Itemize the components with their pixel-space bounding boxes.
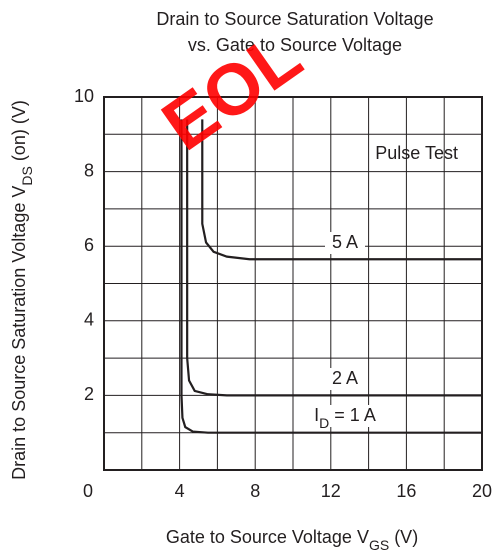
series-label-main: I (314, 405, 319, 425)
x-tick-label: 16 (396, 481, 416, 501)
x-tick-label: 4 (175, 481, 185, 501)
curve (180, 119, 482, 434)
plot-frame (103, 96, 483, 471)
x-axis-label-rest: (V) (389, 527, 418, 547)
y-tick-label: 10 (74, 86, 94, 106)
chart-title: vs. Gate to Source Voltage (188, 35, 402, 55)
curve (201, 119, 482, 261)
y-axis-label-main: Drain to Source Saturation Voltage V (9, 186, 29, 480)
series-label-sub: D (319, 415, 329, 431)
label-bg (305, 405, 389, 427)
annotation: Pulse Test (375, 143, 458, 163)
curve (186, 119, 482, 397)
x-axis-label: Gate to Source Voltage VGS (V) (166, 527, 418, 553)
y-axis-label-rest: (on) (V) (9, 100, 29, 166)
y-tick-label: 8 (84, 160, 94, 180)
y-axis-label: Drain to Source Saturation Voltage VDS (… (9, 100, 35, 480)
x-tick-label: 12 (321, 481, 341, 501)
chart-title: Drain to Source Saturation Voltage (156, 9, 433, 29)
series-label: ID = 1 A (314, 405, 376, 431)
x-tick-label: 20 (472, 481, 492, 501)
y-tick-label: 4 (84, 310, 94, 330)
x-axis-label-sub: GS (369, 537, 389, 553)
y-tick-label: 2 (84, 384, 94, 404)
y-tick-label: 6 (84, 235, 94, 255)
label-bg (325, 232, 365, 254)
x-axis-label-main: Gate to Source Voltage V (166, 527, 369, 547)
label-bg (325, 368, 365, 390)
series-label: 5 A (332, 232, 358, 252)
series-label-rest: = 1 A (329, 405, 376, 425)
series-label: 2 A (332, 368, 358, 388)
y-axis-label-sub: DS (19, 166, 35, 185)
x-tick-label: 8 (250, 481, 260, 501)
x-tick-label: 0 (83, 481, 93, 501)
